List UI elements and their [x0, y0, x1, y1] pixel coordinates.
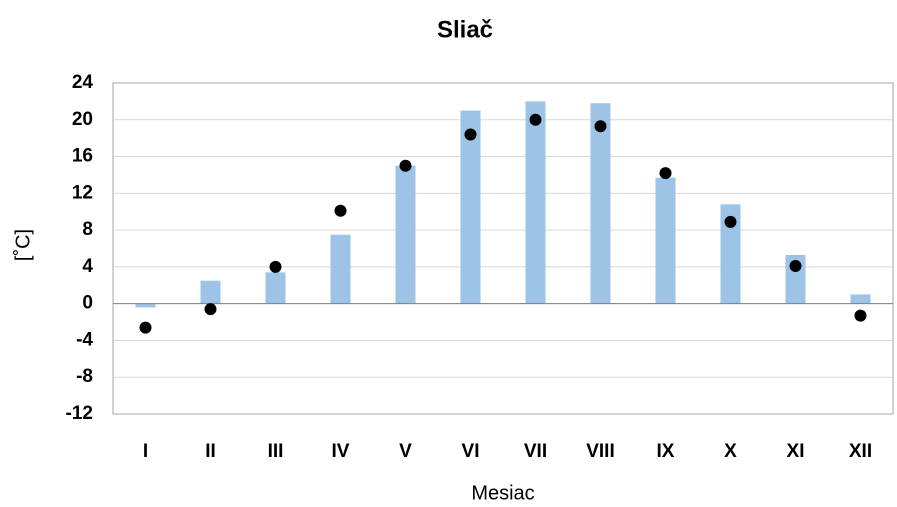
dot — [659, 167, 672, 180]
y-tick-label: 16 — [72, 146, 93, 167]
plot-border — [112, 82, 894, 415]
x-tick-label: XII — [849, 441, 872, 462]
dot — [334, 204, 347, 217]
x-tick-label: II — [205, 441, 216, 462]
x-tick-label: VI — [462, 441, 480, 462]
x-tick-label: X — [724, 441, 737, 462]
x-tick-label: VII — [524, 441, 547, 462]
dot — [204, 303, 217, 316]
x-tick-label: VIII — [586, 441, 615, 462]
y-tick-label: 20 — [72, 109, 93, 130]
y-tick-label: 12 — [72, 182, 93, 203]
bar — [200, 280, 221, 304]
dot — [789, 259, 802, 272]
x-tick-label: IV — [332, 441, 350, 462]
bar — [135, 303, 156, 308]
y-tick-label: 4 — [82, 256, 93, 277]
y-tick-label: -8 — [76, 366, 93, 387]
dot — [854, 309, 867, 322]
dot — [594, 120, 607, 133]
dot — [399, 159, 412, 172]
bar — [525, 101, 546, 304]
y-tick-label: -12 — [66, 403, 93, 424]
x-tick-label: IX — [657, 441, 675, 462]
y-axis-label: [˚C] — [12, 229, 34, 261]
dot — [529, 113, 542, 126]
dot — [464, 128, 477, 141]
x-tick-label: I — [143, 441, 148, 462]
dot — [269, 260, 282, 273]
bar — [720, 204, 741, 304]
y-tick-label: 0 — [82, 293, 93, 314]
bar — [265, 272, 286, 304]
bar — [460, 110, 481, 304]
bar — [850, 294, 871, 304]
bar — [655, 177, 676, 304]
x-tick-label: III — [268, 441, 284, 462]
x-tick-label: XI — [787, 441, 805, 462]
x-tick-label: V — [399, 441, 412, 462]
dot — [139, 321, 152, 334]
bar — [330, 234, 351, 304]
bar — [590, 103, 611, 304]
bar — [395, 165, 416, 304]
x-axis-label: Mesiac — [471, 482, 534, 504]
dot — [724, 215, 737, 228]
chart-title: Sliač — [437, 16, 493, 43]
y-tick-label: 8 — [82, 219, 93, 240]
y-tick-label: -4 — [76, 329, 93, 350]
y-tick-label: 24 — [72, 72, 94, 93]
